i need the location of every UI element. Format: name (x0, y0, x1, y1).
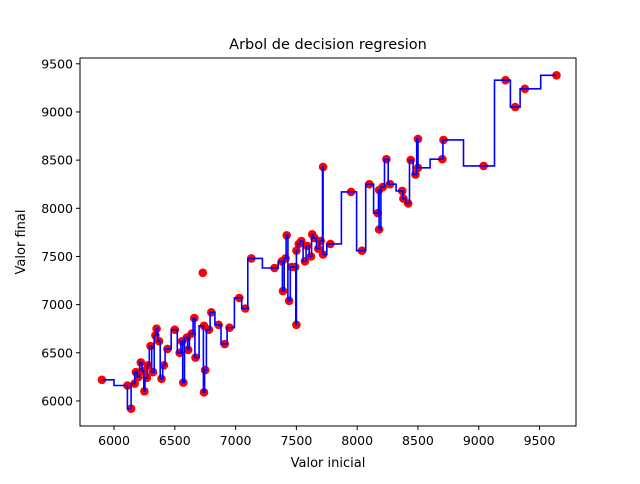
x-axis: 6000 6500 7000 7500 8000 8500 9000 9500 (98, 426, 555, 448)
x-tick-label-7000: 7000 (220, 433, 252, 448)
y-tick-label-8500: 8500 (41, 153, 73, 168)
x-tick-label-9000: 9000 (463, 433, 495, 448)
y-axis-label: Valor final (14, 210, 29, 275)
y-tick-label-6000: 6000 (41, 393, 73, 408)
chart-title: Arbol de decision regresion (229, 37, 427, 53)
plot-area (97, 71, 561, 414)
y-tick-label-7500: 7500 (41, 249, 73, 264)
x-tick-label-8500: 8500 (402, 433, 434, 448)
y-tick-label-8000: 8000 (41, 201, 73, 216)
x-tick-label-7500: 7500 (280, 433, 312, 448)
x-tick-label-8000: 8000 (341, 433, 373, 448)
y-axis: 6000 6500 7000 7500 8000 8500 9000 9500 (41, 56, 80, 408)
x-tick-label-9500: 9500 (524, 433, 556, 448)
x-tick-label-6000: 6000 (98, 433, 130, 448)
x-axis-label: Valor inicial (291, 456, 366, 471)
y-tick-label-7000: 7000 (41, 297, 73, 312)
data-point-0 (97, 375, 107, 385)
data-point-28 (198, 268, 208, 278)
y-tick-label-6500: 6500 (41, 345, 73, 360)
x-tick-label-6500: 6500 (159, 433, 191, 448)
y-tick-label-9000: 9000 (41, 104, 73, 119)
regression-line (101, 74, 557, 410)
y-tick-label-9500: 9500 (41, 56, 73, 71)
axes-frame (79, 57, 577, 427)
